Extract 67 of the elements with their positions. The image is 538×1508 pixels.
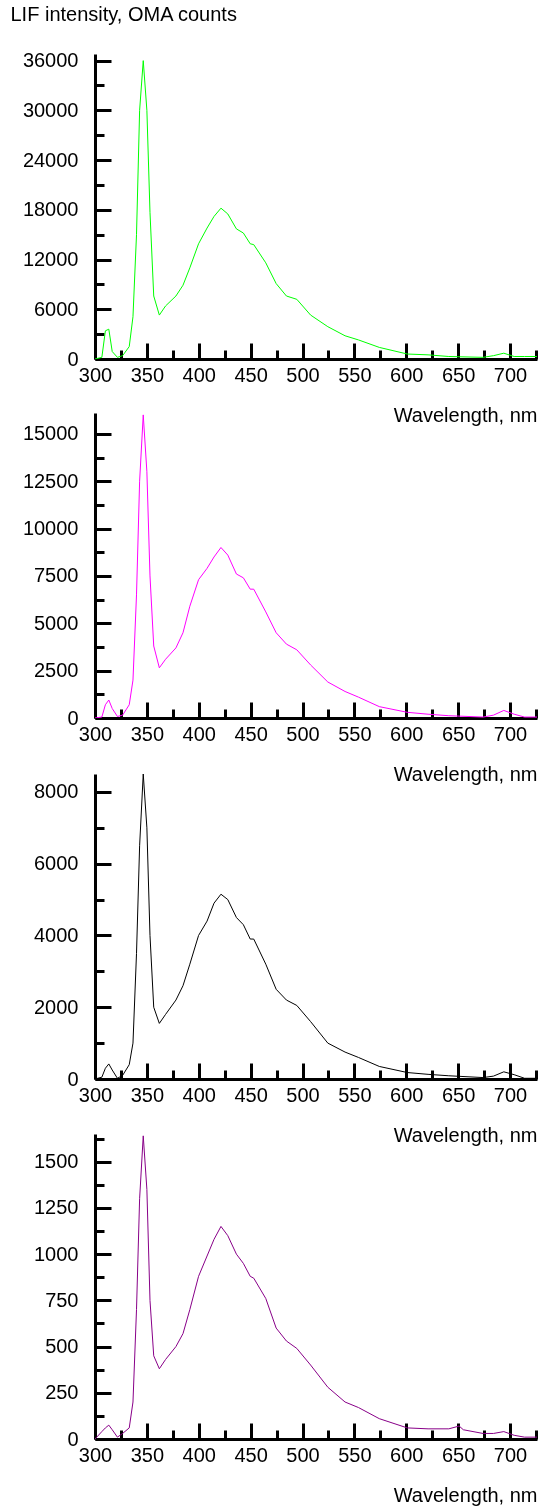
x-tick-label: 350: [130, 363, 165, 386]
y-axis-title: LIF intensity, OMA counts: [10, 2, 237, 25]
y-tick-label: 6000: [34, 852, 79, 875]
y-tick-label: 750: [45, 1288, 79, 1311]
y-tick-label: 15000: [22, 422, 79, 445]
y-tick-label: 1500: [34, 1150, 79, 1173]
y-tick-label: 10000: [22, 517, 79, 540]
x-tick-label: 600: [390, 1083, 424, 1106]
y-tick-label: 24000: [22, 148, 79, 171]
x-tick-label: 300: [78, 1443, 113, 1466]
x-tick-label: 600: [390, 722, 424, 745]
y-tick-label: 4000: [34, 923, 79, 946]
y-tick-label: 8000: [34, 780, 79, 803]
x-tick-label: 450: [234, 1443, 268, 1466]
x-axis-title: Wavelength, nm: [393, 403, 538, 426]
y-tick-label: 30000: [22, 98, 79, 121]
x-tick-label: 300: [78, 722, 113, 745]
x-tick-label: 700: [493, 1083, 528, 1106]
y-tick-label: 500: [45, 1335, 79, 1358]
y-tick-label: 2000: [34, 995, 79, 1018]
x-tick-label: 600: [390, 1443, 424, 1466]
x-tick-label: 400: [182, 363, 216, 386]
y-tick-label: 1250: [34, 1196, 79, 1219]
x-tick-label: 550: [338, 1083, 372, 1106]
x-tick-label: 300: [78, 363, 113, 386]
x-tick-label: 500: [286, 363, 320, 386]
y-tick-label: 36000: [22, 49, 79, 72]
x-tick-label: 400: [182, 1443, 216, 1466]
y-tick-label: 1000: [34, 1242, 79, 1265]
x-tick-label: 650: [441, 722, 476, 745]
y-tick-label: 5000: [34, 611, 79, 634]
y-tick-label: 12500: [22, 469, 79, 492]
y-tick-label: 0: [67, 347, 79, 370]
x-tick-label: 450: [234, 1083, 268, 1106]
y-tick-label: 18000: [22, 198, 79, 221]
y-tick-label: 0: [67, 1067, 79, 1090]
x-tick-label: 450: [234, 363, 268, 386]
y-tick-label: 2500: [34, 659, 79, 682]
x-tick-label: 300: [78, 1083, 113, 1106]
x-tick-label: 400: [182, 1083, 216, 1106]
x-tick-label: 450: [234, 722, 268, 745]
y-tick-label: 250: [45, 1381, 79, 1404]
x-tick-label: 650: [441, 1443, 476, 1466]
x-tick-label: 600: [390, 363, 424, 386]
x-tick-label: 650: [441, 363, 476, 386]
x-tick-label: 350: [130, 1083, 165, 1106]
x-tick-label: 700: [493, 722, 528, 745]
y-tick-label: 12000: [22, 248, 79, 271]
x-tick-label: 500: [286, 1443, 320, 1466]
x-axis-title: Wavelength, nm: [393, 762, 538, 785]
x-tick-label: 700: [493, 1443, 528, 1466]
y-tick-label: 7500: [34, 564, 79, 587]
x-tick-label: 500: [286, 722, 320, 745]
x-tick-label: 550: [338, 722, 372, 745]
y-tick-label: 0: [67, 1427, 79, 1450]
x-tick-label: 650: [441, 1083, 476, 1106]
x-tick-label: 550: [338, 363, 372, 386]
y-tick-label: 6000: [34, 297, 79, 320]
x-tick-label: 700: [493, 363, 528, 386]
x-axis-title: Wavelength, nm: [393, 1123, 538, 1146]
x-tick-label: 350: [130, 722, 165, 745]
x-tick-label: 350: [130, 1443, 165, 1466]
x-tick-label: 550: [338, 1443, 372, 1466]
y-tick-label: 0: [67, 706, 79, 729]
x-tick-label: 500: [286, 1083, 320, 1106]
x-axis-title: Wavelength, nm: [393, 1483, 538, 1506]
x-tick-label: 400: [182, 722, 216, 745]
